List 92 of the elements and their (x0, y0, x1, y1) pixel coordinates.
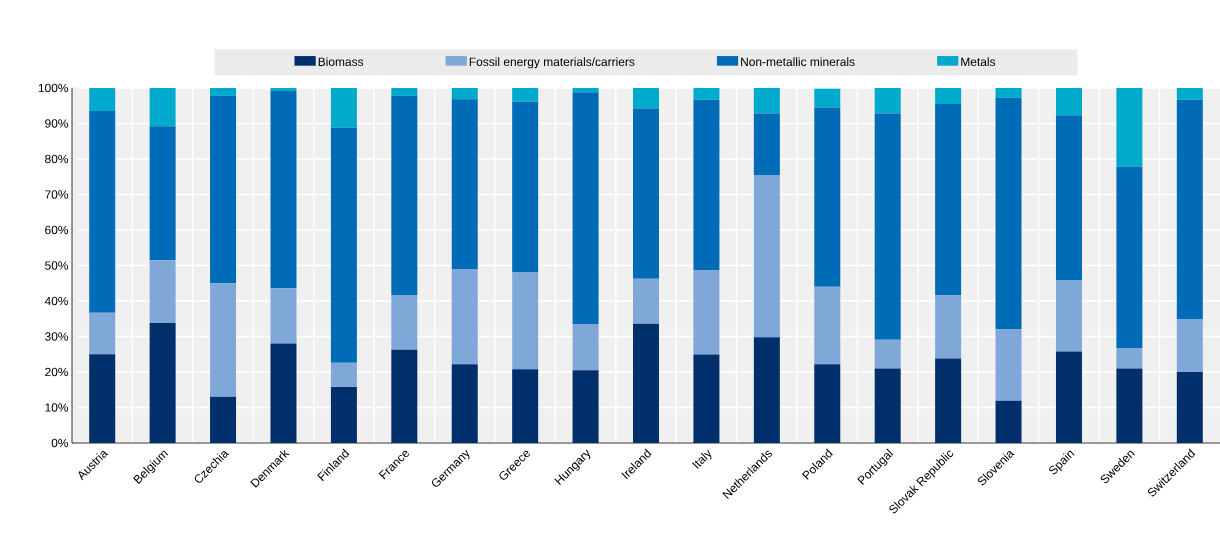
bar (512, 369, 539, 443)
bar (1176, 99, 1203, 320)
bar (633, 88, 660, 109)
y-tick-label: 60% (45, 225, 69, 235)
bar (210, 396, 237, 443)
bar (451, 88, 478, 100)
bar (874, 368, 901, 443)
bar (633, 278, 660, 324)
bar (330, 362, 357, 387)
bar (451, 364, 478, 443)
bar (330, 127, 357, 363)
bar (391, 349, 418, 443)
bar (210, 88, 237, 96)
x-tick-label: Italy (692, 449, 712, 469)
bar (149, 260, 176, 324)
bar (270, 90, 297, 289)
bar (149, 88, 176, 127)
bar (512, 272, 539, 370)
bar (633, 108, 660, 279)
bar (572, 324, 599, 371)
bar (874, 113, 901, 340)
bar (1055, 280, 1082, 352)
bar (935, 103, 962, 296)
bar (1055, 351, 1082, 443)
y-tick-label: 40% (44, 296, 69, 306)
bar (1176, 372, 1203, 443)
bar (1116, 348, 1143, 369)
bar (935, 88, 962, 104)
legend-label: Fossil energy materials/carriers (469, 57, 635, 69)
legend-label: Non-metallic minerals (741, 57, 855, 66)
bar (572, 370, 599, 443)
bar (995, 88, 1022, 98)
bar (89, 354, 116, 443)
y-tick-label: 70% (45, 190, 69, 199)
bar (1176, 319, 1203, 372)
bar (270, 88, 297, 91)
bar (814, 107, 841, 287)
bar (210, 95, 237, 284)
bar (693, 99, 720, 271)
legend-label: Biomass (318, 57, 364, 66)
y-tick-label: 0% (51, 438, 69, 448)
bar (693, 88, 720, 100)
bar (149, 323, 176, 443)
bar (814, 286, 841, 365)
bar (995, 329, 1022, 401)
bar (1055, 115, 1082, 281)
y-tick-label: 80% (45, 154, 69, 164)
bar (89, 88, 116, 112)
y-tick-label: 10% (45, 403, 69, 412)
bar (874, 88, 901, 114)
bar (210, 283, 237, 397)
bar (270, 288, 297, 344)
bar (512, 101, 539, 273)
bar (995, 97, 1022, 330)
bar (753, 88, 780, 114)
bar (330, 386, 357, 443)
bar (330, 88, 357, 128)
y-tick-label: 90% (45, 119, 69, 128)
bar (451, 99, 478, 270)
bar (572, 88, 599, 93)
bar (814, 364, 841, 443)
bar (1176, 88, 1203, 100)
bar (89, 111, 116, 313)
y-tick-label: 30% (45, 332, 69, 341)
bar (391, 294, 418, 350)
y-tick-label: 50% (45, 261, 69, 270)
bar (1116, 368, 1143, 443)
bar (995, 400, 1022, 443)
bar (451, 269, 478, 365)
y-tick-label: 100% (38, 83, 69, 93)
bar (1055, 88, 1082, 116)
bar (391, 88, 418, 96)
bar (270, 343, 297, 443)
bar (935, 358, 962, 443)
bar (1116, 88, 1143, 167)
y-tick-label: 20% (45, 367, 69, 377)
bar (814, 88, 841, 108)
bar (935, 295, 962, 359)
legend-label: Metals (961, 57, 996, 66)
bar (753, 174, 780, 338)
bar (149, 126, 176, 261)
bar (391, 95, 418, 295)
bar (89, 312, 116, 355)
bar (633, 323, 660, 443)
bar (753, 113, 780, 175)
bar (693, 270, 720, 355)
bar (693, 354, 720, 443)
bar (874, 339, 901, 369)
bar (512, 88, 539, 102)
bar (572, 92, 599, 325)
bar (1116, 166, 1143, 349)
bar (753, 337, 780, 443)
